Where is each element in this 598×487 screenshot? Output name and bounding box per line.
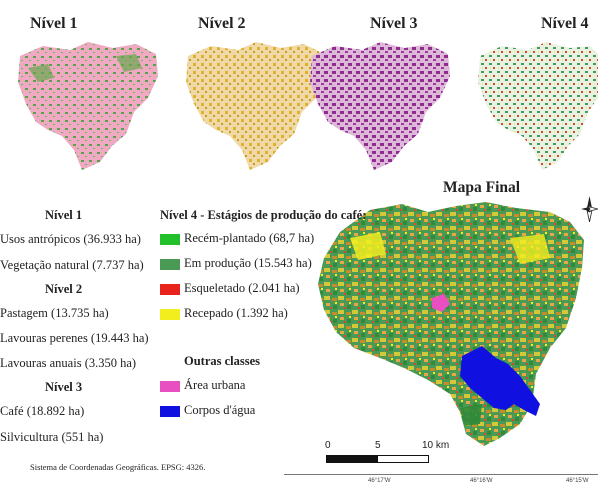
panel-title-level-3: Nível 3 xyxy=(370,15,418,32)
legend-other-item: Corpos d'água xyxy=(184,403,256,417)
scale-label-5: 5 xyxy=(375,440,381,451)
panel-title-level-4: Nível 4 xyxy=(541,15,589,32)
coordinate-label: 46°15'W xyxy=(566,478,589,484)
footnote: Sistema de Coordenadas Geográficas. EPSG… xyxy=(30,462,206,472)
panel-title-level-1: Nível 1 xyxy=(30,15,78,32)
legend-other-heading: Outras classes xyxy=(184,354,261,368)
legend-level-4-item: Em produção (15.543 ha) xyxy=(184,256,312,270)
legend-level-2-item: Pastagem (13.735 ha) xyxy=(0,306,109,320)
final-map-title: Mapa Final xyxy=(443,179,521,196)
map-level-1 xyxy=(18,42,158,170)
coordinate-label: 46°17'W xyxy=(368,478,391,484)
legend-level-3-item: Silvicultura (551 ha) xyxy=(0,430,104,444)
compass-rose-icon xyxy=(581,196,598,222)
scale-label-0: 0 xyxy=(325,440,331,451)
legend-swatch-area-urbana xyxy=(160,381,180,392)
legend-swatch-recem-plantado xyxy=(160,234,180,245)
legend-level-2-item: Lavouras anuais (3.350 ha) xyxy=(0,356,137,370)
legend-swatch-em-producao xyxy=(160,259,180,270)
map-level-4 xyxy=(478,42,598,170)
legend-level-1-heading: Nível 1 xyxy=(45,208,83,222)
legend-swatch-esqueletado xyxy=(160,284,180,295)
legend-level-1-item: Vegetação natural (7.737 ha) xyxy=(0,258,144,272)
legend-level-2-heading: Nível 2 xyxy=(45,282,83,296)
legend-level-3-item: Café (18.892 ha) xyxy=(0,404,85,418)
panel-title-level-2: Nível 2 xyxy=(198,15,246,32)
map-level-2 xyxy=(186,42,326,170)
legend-level-4-item: Recepado (1.392 ha) xyxy=(184,306,288,320)
legend-other-item: Área urbana xyxy=(184,378,246,392)
map-frame-line xyxy=(284,474,598,475)
legend-level-1-item: Usos antrópicos (36.933 ha) xyxy=(0,232,141,246)
coordinate-label: 46°16'W xyxy=(470,478,493,484)
legend-level-4-item: Recém-plantado (68,7 ha) xyxy=(184,231,315,245)
map-level-3 xyxy=(310,42,450,170)
legend-level-4-item: Esqueletado (2.041 ha) xyxy=(184,281,300,295)
legend-level-4-heading: Nível 4 - Estágios de produção do café: xyxy=(160,208,367,222)
legend-level-3-heading: Nível 3 xyxy=(45,380,83,394)
legend-swatch-corpos-dagua xyxy=(160,406,180,417)
final-map xyxy=(318,202,584,446)
scale-label-10km: 10 km xyxy=(422,440,450,451)
legend-level-2-item: Lavouras perenes (19.443 ha) xyxy=(0,331,149,345)
scale-bar xyxy=(326,455,429,463)
legend-swatch-recepado xyxy=(160,309,180,320)
